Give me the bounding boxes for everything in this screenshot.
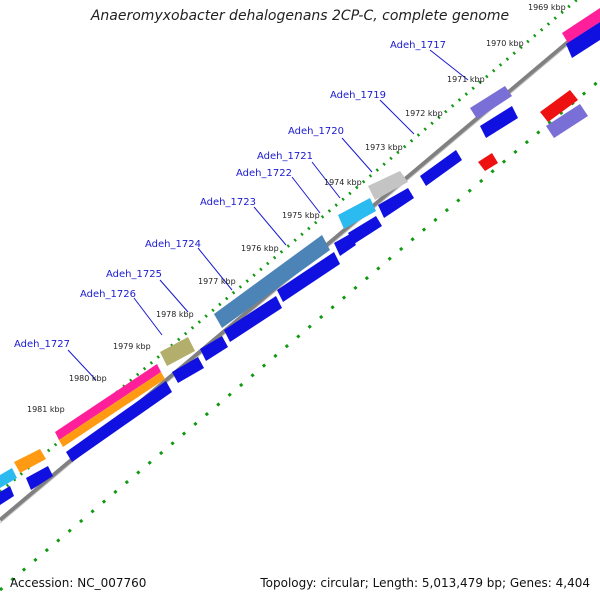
scale-label: 1977 kbp — [198, 277, 236, 286]
gene-label-adeh-1723[interactable]: Adeh_1723 — [200, 197, 256, 208]
topology-text: Topology: circular; Length: 5,013,479 bp… — [260, 576, 590, 590]
gene-label-adeh-1724[interactable]: Adeh_1724 — [145, 239, 201, 250]
scale-label: 1979 kbp — [113, 342, 151, 351]
gene-feature-adeh-1723[interactable] — [214, 235, 330, 328]
leader-lines — [67, 49, 469, 381]
scale-label: 1969 kbp — [528, 3, 566, 12]
scale-label: 1972 kbp — [405, 109, 443, 118]
gene-label-adeh-1722[interactable]: Adeh_1722 — [236, 168, 292, 179]
gene-feature-red-b[interactable] — [478, 153, 498, 171]
cds-track — [0, 22, 600, 505]
feature-track-outer — [0, 8, 600, 488]
cds-arrow[interactable] — [420, 150, 462, 186]
cds-arrow[interactable] — [66, 381, 172, 462]
gene-feature-adeh-1727-magenta[interactable] — [55, 364, 161, 440]
scale-label: 1975 kbp — [282, 211, 320, 220]
gene-label-adeh-1720[interactable]: Adeh_1720 — [288, 126, 344, 137]
gene-feature-adeh-1722[interactable] — [338, 198, 376, 229]
gene-label-adeh-1721[interactable]: Adeh_1721 — [257, 151, 313, 162]
cds-arrow[interactable] — [200, 336, 228, 361]
gene-label-adeh-1725[interactable]: Adeh_1725 — [106, 269, 162, 280]
gene-feature-adeh-1720[interactable] — [368, 171, 408, 200]
gene-label-adeh-1719[interactable]: Adeh_1719 — [330, 90, 386, 101]
gene-label-adeh-1717[interactable]: Adeh_1717 — [390, 40, 446, 51]
cds-arrow[interactable] — [334, 234, 356, 256]
cds-arrow[interactable] — [378, 188, 414, 218]
map-title: Anaeromyxobacter dehalogenans 2CP-C, com… — [90, 8, 510, 24]
cds-arrow[interactable] — [348, 216, 382, 244]
gene-feature-magenta-top[interactable] — [562, 8, 600, 43]
gene-feature-adeh-1727-orange[interactable] — [59, 372, 165, 447]
cds-arrow[interactable] — [172, 357, 204, 383]
gene-feature-red-a[interactable] — [540, 90, 578, 122]
scale-labels: 1969 kbp 1970 kbp 1971 kbp 1972 kbp 1973… — [27, 3, 566, 414]
cds-arrow[interactable] — [277, 252, 340, 302]
gene-feature-adeh-1717[interactable] — [470, 86, 512, 119]
scale-label: 1978 kbp — [156, 310, 194, 319]
scale-label: 1971 kbp — [447, 75, 485, 84]
gene-feature-cyan-left[interactable] — [0, 468, 17, 488]
scale-label: 1970 kbp — [486, 39, 524, 48]
scale-label: 1974 kbp — [324, 178, 362, 187]
scale-label: 1981 kbp — [27, 405, 65, 414]
gene-labels: Adeh_1717 Adeh_1719 Adeh_1720 Adeh_1721 … — [14, 40, 446, 350]
cds-arrow[interactable] — [26, 466, 53, 490]
gene-feature-orange-left[interactable] — [14, 449, 46, 473]
cds-arrow[interactable] — [224, 296, 282, 342]
feature-track-inner — [478, 90, 588, 171]
cds-arrow[interactable] — [566, 22, 600, 58]
scale-label: 1973 kbp — [365, 143, 403, 152]
gene-label-adeh-1727[interactable]: Adeh_1727 — [14, 339, 70, 350]
scale-label: 1980 kbp — [69, 374, 107, 383]
scale-label: 1976 kbp — [241, 244, 279, 253]
outer-tick-track — [0, 0, 579, 494]
cds-arrow[interactable] — [0, 486, 14, 505]
cds-arrow[interactable] — [480, 106, 518, 138]
gene-label-adeh-1726[interactable]: Adeh_1726 — [80, 289, 136, 300]
accession-text: Accession: NC_007760 — [10, 576, 147, 590]
gene-feature-purple-inner[interactable] — [546, 104, 588, 138]
gene-feature-adeh-1725[interactable] — [160, 337, 195, 366]
